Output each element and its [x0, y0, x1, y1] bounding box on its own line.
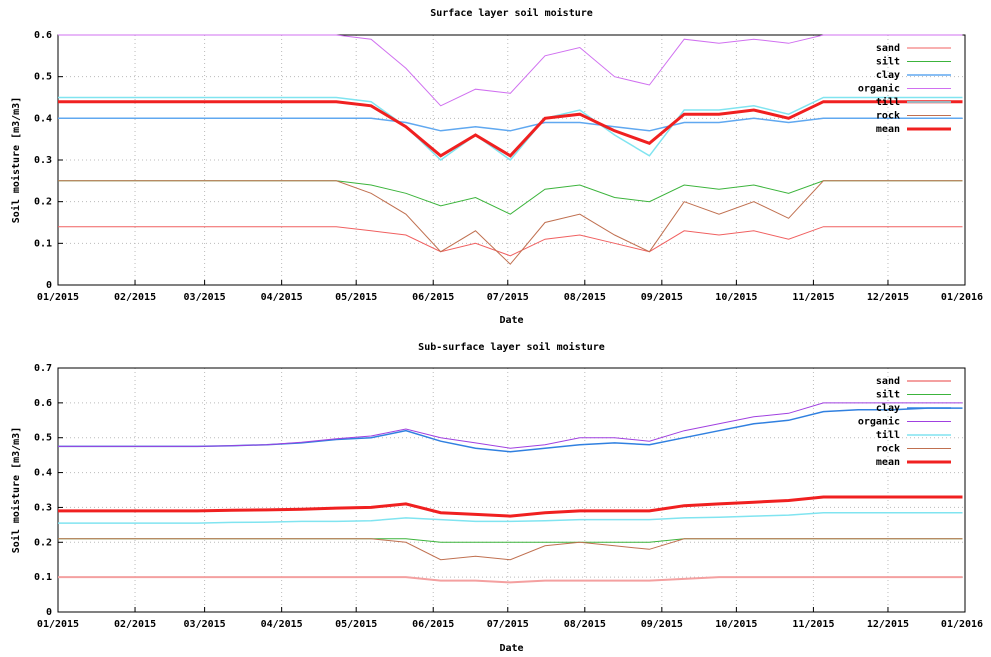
y-tick-label: 0.4	[34, 113, 52, 124]
legend-label: mean	[876, 124, 900, 135]
y-tick-label: 0.2	[34, 197, 52, 208]
chart-title: Sub-surface layer soil moisture	[418, 341, 605, 353]
x-tick-label: 05/2015	[335, 619, 377, 630]
y-tick-label: 0	[46, 607, 52, 618]
series-line	[58, 100, 963, 158]
series-line	[58, 407, 963, 453]
x-tick-label: 07/2015	[487, 292, 529, 303]
plot-frame	[57, 34, 966, 286]
series-line	[58, 180, 963, 265]
legend-label: rock	[876, 111, 900, 122]
y-tick-label: 0.7	[34, 363, 52, 374]
series-line	[58, 538, 963, 543]
x-tick-label: 11/2015	[792, 619, 834, 630]
x-tick-label: 08/2015	[564, 292, 606, 303]
x-tick-label: 04/2015	[261, 619, 303, 630]
y-axis-label: Soil moisture [m3/m3]	[10, 97, 22, 223]
x-tick-label: 03/2015	[184, 292, 226, 303]
series-line	[58, 538, 963, 561]
x-tick-label: 01/2016	[941, 292, 983, 303]
x-tick-label: 10/2015	[715, 619, 757, 630]
x-tick-label: 12/2015	[867, 292, 909, 303]
y-tick-label: 0.3	[34, 502, 52, 513]
y-tick-label: 0.6	[34, 30, 52, 41]
x-tick-label: 01/2015	[37, 292, 79, 303]
x-tick-label: 06/2015	[412, 292, 454, 303]
x-tick-label: 02/2015	[114, 619, 156, 630]
legend-label: clay	[876, 403, 900, 414]
series-line	[58, 402, 963, 449]
x-tick-label: 03/2015	[184, 619, 226, 630]
y-axis-label: Soil moisture [m3/m3]	[10, 427, 22, 553]
x-tick-label: 11/2015	[792, 292, 834, 303]
legend-label: sand	[876, 376, 900, 387]
y-tick-label: 0.5	[34, 433, 52, 444]
series-line	[58, 180, 963, 215]
legend-label: organic	[858, 416, 900, 428]
legend-label: clay	[876, 70, 900, 81]
chart-title: Surface layer soil moisture	[430, 7, 593, 19]
series-line	[58, 511, 963, 524]
y-tick-label: 0.5	[34, 72, 52, 83]
y-tick-label: 0	[46, 280, 52, 291]
y-tick-label: 0.2	[34, 537, 52, 548]
x-axis-label: Date	[499, 643, 523, 654]
y-tick-label: 0.6	[34, 398, 52, 409]
series-line	[58, 34, 963, 107]
legend-label: till	[876, 429, 900, 441]
x-tick-label: 08/2015	[564, 619, 606, 630]
x-axis-label: Date	[499, 315, 523, 326]
x-tick-label: 09/2015	[641, 619, 683, 630]
legend-label: sand	[876, 43, 900, 54]
x-tick-label: 01/2016	[941, 619, 983, 630]
x-tick-label: 01/2015	[37, 619, 79, 630]
legend-label: organic	[858, 83, 900, 95]
y-tick-label: 0.1	[34, 572, 52, 583]
y-tick-label: 0.4	[34, 468, 52, 479]
x-tick-label: 06/2015	[412, 619, 454, 630]
legend-label: mean	[876, 457, 900, 468]
legend-label: rock	[876, 444, 900, 455]
x-tick-label: 09/2015	[641, 292, 683, 303]
x-tick-label: 10/2015	[715, 292, 757, 303]
legend-label: till	[876, 96, 900, 108]
series-line	[58, 117, 963, 132]
series-line	[58, 495, 963, 518]
y-tick-label: 0.3	[34, 155, 52, 166]
y-tick-label: 0.1	[34, 238, 52, 249]
x-tick-label: 07/2015	[487, 619, 529, 630]
x-tick-label: 12/2015	[867, 619, 909, 630]
series-line	[58, 576, 963, 584]
series-line	[58, 96, 963, 162]
x-tick-label: 04/2015	[261, 292, 303, 303]
x-tick-label: 05/2015	[335, 292, 377, 303]
legend-label: silt	[876, 56, 900, 68]
legend-label: silt	[876, 389, 900, 401]
series-line	[58, 226, 963, 257]
plot-frame	[57, 367, 966, 613]
x-tick-label: 02/2015	[114, 292, 156, 303]
